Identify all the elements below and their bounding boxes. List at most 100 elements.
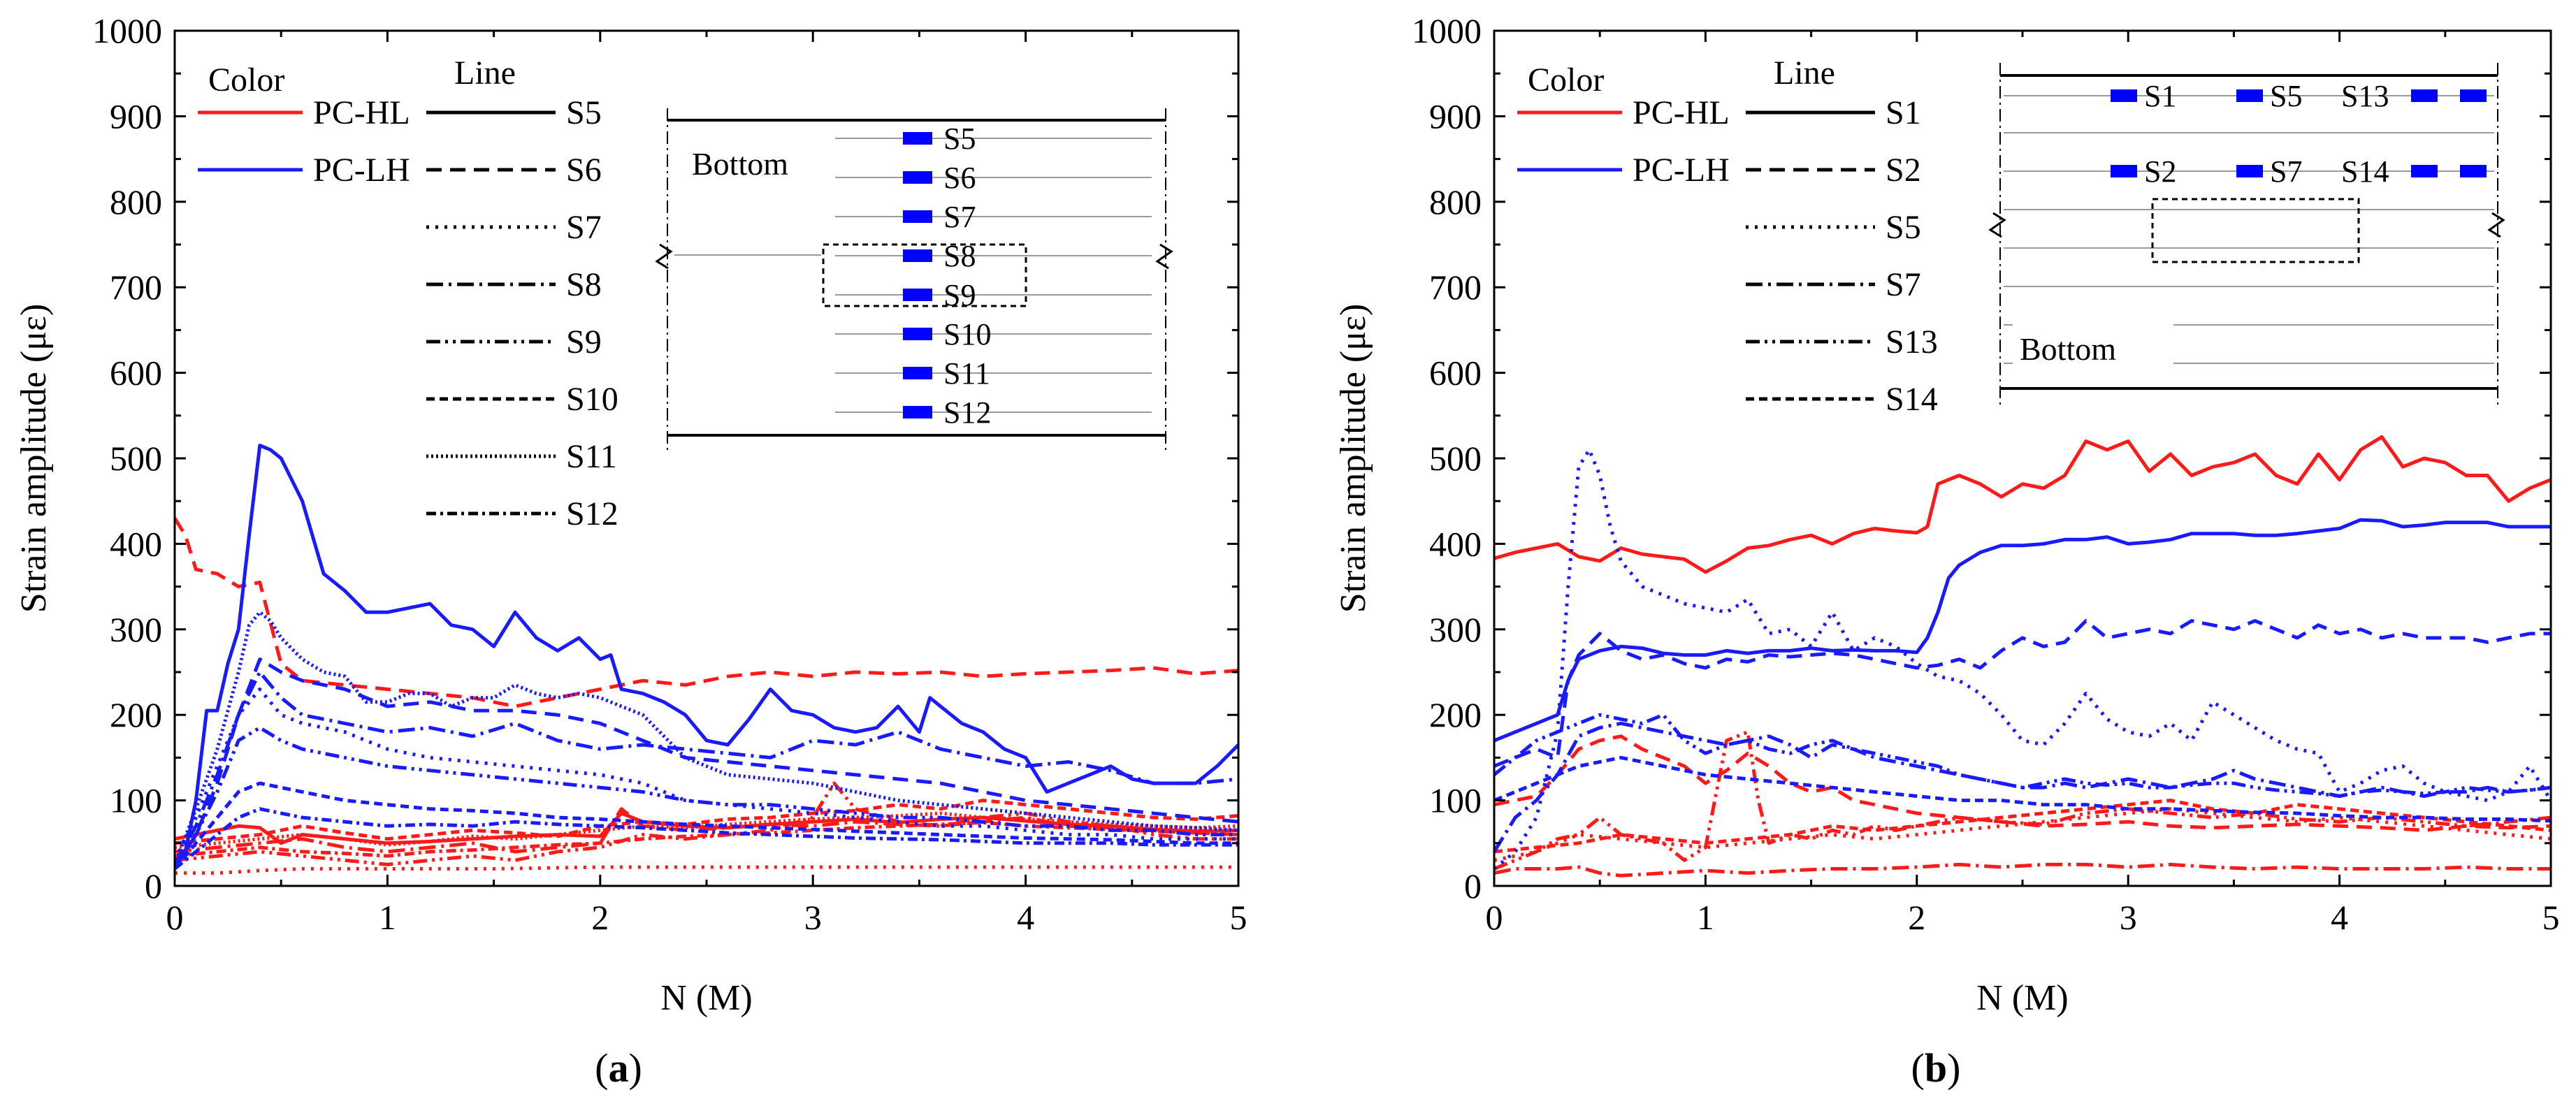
- y-tick-label: 100: [1429, 781, 1482, 820]
- chart-panel-a: 0 100 200 300 400 500 600 700 800 900 1000 0 1 2 3 4 5 N …: [14, 11, 1247, 1091]
- inset-sensor-marker: [2236, 89, 2263, 102]
- legend: Color Line PC-HL PC-LH S5 S6 S7 S8 S9 S10 S11 S12: [198, 54, 618, 532]
- inset-sensor-label: S14: [2341, 154, 2389, 189]
- legend-line-label: S14: [1886, 381, 1938, 418]
- legend-line-label: S9: [566, 323, 602, 361]
- x-axis-label: N (M): [1976, 978, 2068, 1018]
- series-line-pc-hl-s10: [175, 799, 1238, 845]
- inset-sensor-label: S9: [943, 278, 976, 312]
- series-line-pc-lh-s1: [1494, 518, 2551, 743]
- series-line-pc-lh-s13: [1494, 713, 2551, 798]
- inset-bottom-label: Bottom: [692, 146, 788, 182]
- inset-sensor-label: S11: [943, 356, 990, 391]
- inset-sensor-label: S10: [943, 317, 991, 351]
- inset-sensor-marker: [903, 132, 932, 145]
- inset-sensor-label: S5: [943, 122, 976, 156]
- series-group: [175, 444, 1238, 875]
- x-tick-label: 5: [2542, 898, 2560, 937]
- legend-line-label: S13: [1886, 323, 1938, 361]
- inset-sensor-marker: [2111, 89, 2137, 102]
- panel-label-letter: b: [1925, 1045, 1947, 1091]
- series-line-pc-hl-s13: [1494, 730, 2551, 871]
- inset-sensor-label: S1: [2144, 79, 2176, 113]
- inset-sensor-label: S12: [943, 395, 991, 430]
- inset-sensor-label: S7: [2270, 154, 2302, 189]
- legend-line-label: S7: [1886, 266, 1921, 303]
- inset-sensor-marker: [2460, 89, 2487, 102]
- series-group: [1494, 435, 2551, 878]
- inset-break-mark: [1988, 212, 2006, 238]
- inset-dashed-box: [822, 243, 1027, 307]
- inset-sensor-label: S13: [2341, 79, 2389, 113]
- inset-schematic: S1 S5 S13 S2 S7 S14 Bottom: [1988, 63, 2505, 405]
- legend-line-label: S6: [566, 152, 602, 189]
- inset-sensor-marker: [2236, 165, 2263, 177]
- inset-sensor-marker: [903, 406, 932, 419]
- legend-color-title: Color: [208, 61, 284, 99]
- inset-sensor-marker: [903, 210, 932, 223]
- inset-sensor-marker: [903, 171, 932, 184]
- series-line-pc-hl-s7: [175, 865, 1238, 875]
- y-tick-label: 100: [110, 781, 162, 820]
- series-line-pc-lh-s8: [175, 670, 1238, 866]
- y-tick-label: 600: [110, 354, 162, 393]
- x-tick-label: 4: [2331, 898, 2348, 937]
- series-line-pc-lh-s9: [175, 726, 1238, 870]
- inset-sensor-marker: [903, 328, 932, 340]
- legend-color-title: Color: [1528, 61, 1604, 99]
- chart-panel-b: 0 100 200 300 400 500 600 700 800 900 1000 0 1 2 3 4 5 N …: [1333, 11, 2560, 1091]
- y-tick-label: 0: [145, 866, 162, 905]
- x-tick-label: 0: [1486, 898, 1503, 937]
- series-line-pc-hl-s1: [1494, 435, 2551, 574]
- series-line-pc-lh-s6: [175, 657, 1238, 870]
- series-line-pc-lh-s5: [1494, 448, 2551, 871]
- legend-line-title: Line: [1774, 54, 1835, 92]
- x-tick-label: 3: [804, 898, 822, 937]
- panel-label: (a): [595, 1045, 642, 1091]
- y-tick-label: 300: [110, 610, 162, 649]
- series-line-pc-lh-s10: [175, 781, 1238, 871]
- y-tick-label: 400: [1429, 524, 1482, 563]
- inset-dashed-box: [2151, 198, 2360, 263]
- legend-line-label: S10: [566, 381, 618, 418]
- series-line-pc-lh-s5: [175, 444, 1238, 870]
- inset-sensor-label: S7: [943, 200, 976, 234]
- inset-sensor-marker: [903, 367, 932, 379]
- series-line-pc-hl-s6: [175, 517, 1238, 708]
- inset-sensor-marker: [2411, 165, 2438, 177]
- legend-line-label: S7: [566, 209, 602, 246]
- series-line-pc-lh-s12: [175, 807, 1238, 871]
- y-tick-label: 200: [110, 695, 162, 734]
- y-tick-label: 700: [110, 268, 162, 307]
- inset-sensor-label: S5: [2270, 79, 2302, 113]
- inset-sensor-label: S2: [2144, 154, 2176, 189]
- legend: Color Line PC-HL PC-LH S1 S2 S5 S7 S13 S14: [1517, 54, 1938, 418]
- y-axis-label: Strain amplitude (με): [14, 304, 54, 613]
- inset-sensor-marker: [903, 289, 932, 301]
- inset-sensor-marker: [2111, 165, 2137, 177]
- series-line-pc-lh-s11: [175, 610, 1238, 866]
- legend-color-label: PC-HL: [1633, 94, 1730, 131]
- legend-line-label: S5: [566, 94, 602, 131]
- legend-color-label: PC-LH: [313, 152, 410, 189]
- y-tick-label: 1000: [1412, 11, 1482, 50]
- series-line-pc-hl-s7: [1494, 862, 2551, 878]
- inset-bottom-label: Bottom: [2020, 331, 2116, 367]
- inset-break-mark: [2487, 212, 2505, 238]
- y-tick-label: 500: [1429, 439, 1482, 478]
- legend-color-label: PC-LH: [1633, 152, 1730, 189]
- y-axis-label: Strain amplitude (με): [1333, 304, 1373, 613]
- x-tick-label: 5: [1230, 898, 1247, 937]
- legend-line-label: S11: [566, 438, 617, 475]
- y-tick-label: 0: [1464, 866, 1482, 905]
- legend-line-label: S5: [1886, 209, 1921, 246]
- y-tick-label: 400: [110, 524, 162, 563]
- x-tick-label: 2: [591, 898, 609, 937]
- series-line-pc-hl-s14: [1494, 799, 2551, 854]
- y-tick-label: 700: [1429, 268, 1482, 307]
- x-tick-label: 1: [379, 898, 396, 937]
- y-tick-label: 200: [1429, 695, 1482, 734]
- inset-sensor-marker: [903, 249, 932, 262]
- y-tick-label: 500: [110, 439, 162, 478]
